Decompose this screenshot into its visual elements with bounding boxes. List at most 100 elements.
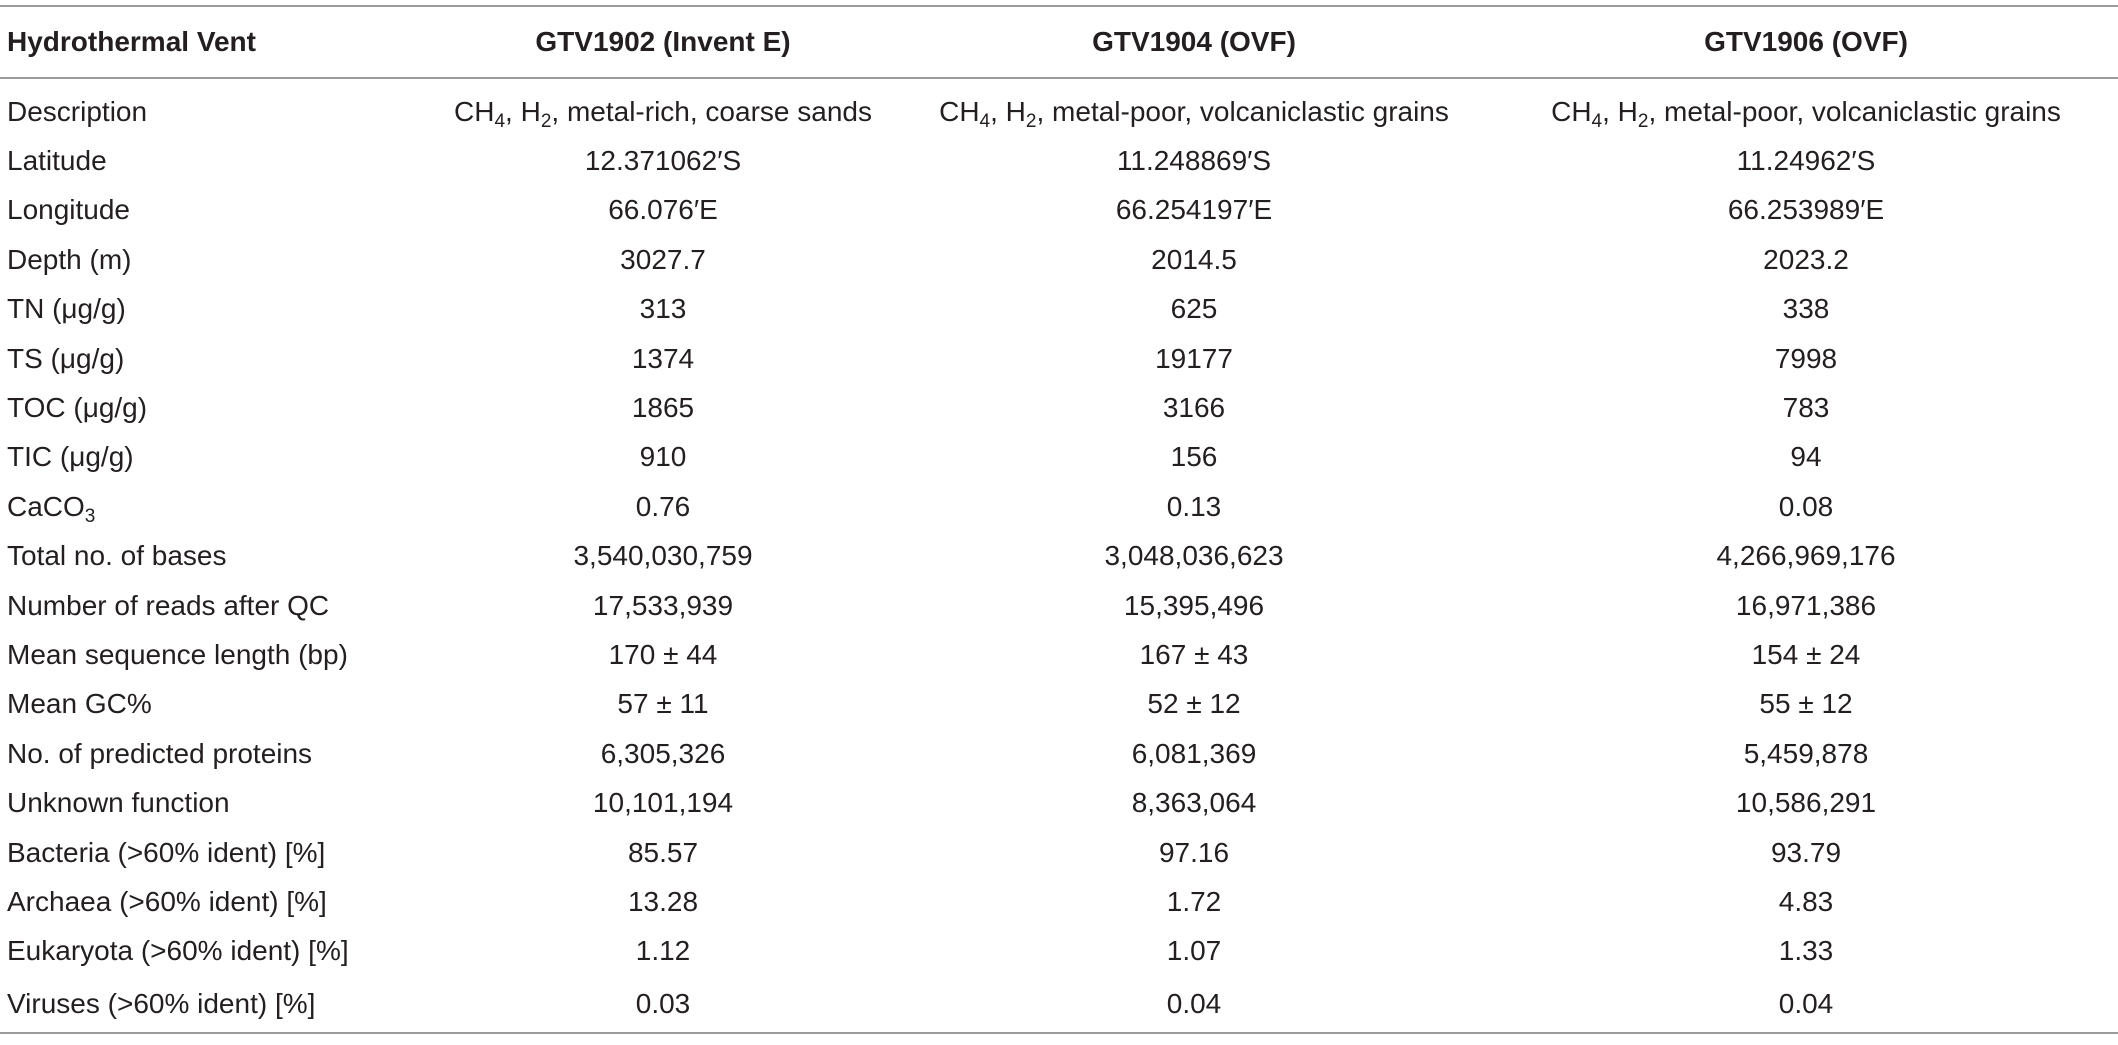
row-label: No. of predicted proteins bbox=[7, 737, 313, 769]
gas-sub: 4 bbox=[494, 110, 506, 132]
table-cell: 170 ± 44 bbox=[608, 638, 718, 670]
description-text: , metal-rich, coarse sands bbox=[551, 95, 872, 127]
gas-sub: 4 bbox=[1591, 110, 1603, 132]
table-cell: 167 ± 43 bbox=[1139, 638, 1249, 670]
table-cell: 625 bbox=[1170, 293, 1218, 325]
table-cell: 0.04 bbox=[1494, 976, 2118, 1035]
row-label: Eukaryota (>60% ident) [%] bbox=[7, 935, 349, 967]
table-cell: 783 bbox=[1782, 392, 1830, 424]
table-cell: 154 ± 24 bbox=[1751, 638, 1861, 670]
table-cell: 7998 bbox=[1774, 342, 1838, 374]
table-row: Total no. of bases 3,540,030,759 3,048,0… bbox=[0, 532, 2118, 581]
row-label: Mean GC% bbox=[7, 688, 152, 720]
header-cell: GTV1904 (OVF) bbox=[894, 5, 1494, 79]
gas-h: , H bbox=[1602, 95, 1638, 127]
table-cell: 97.16 bbox=[1158, 836, 1230, 868]
table-cell: 11.248869′S bbox=[1116, 145, 1272, 177]
table-cell: 66.076′E bbox=[608, 194, 718, 226]
table-row: Depth (m) 3027.7 2014.5 2023.2 bbox=[0, 235, 2118, 284]
table-cell: 3,540,030,759 bbox=[573, 540, 753, 572]
header-cell: GTV1902 (Invent E) bbox=[432, 5, 894, 79]
table-cell: 6,305,326 bbox=[600, 737, 726, 769]
table-cell: 3,048,036,623 bbox=[1104, 540, 1284, 572]
row-label: TOC (μg/g) bbox=[7, 392, 148, 424]
table-body: Description CH4, H2, metal-rich, coarse … bbox=[0, 78, 2118, 1035]
table-cell: 52 ± 12 bbox=[1147, 688, 1241, 720]
table-cell: 93.79 bbox=[1770, 836, 1842, 868]
data-table-container: Hydrothermal Vent GTV1902 (Invent E) GTV… bbox=[0, 5, 2118, 1035]
description-text: , metal-poor, volcaniclastic grains bbox=[1036, 95, 1449, 127]
table-row: Mean sequence length (bp) 170 ± 44 167 ±… bbox=[0, 630, 2118, 679]
row-label: TN (μg/g) bbox=[7, 293, 126, 325]
table-cell: 0.08 bbox=[1778, 490, 1834, 522]
row-label: Depth (m) bbox=[7, 243, 132, 275]
table-row-description: Description CH4, H2, metal-rich, coarse … bbox=[0, 78, 2118, 136]
table-row-caco3: CaCO3 0.76 0.13 0.08 bbox=[0, 482, 2118, 531]
table-cell: 1374 bbox=[631, 342, 695, 374]
row-label: Latitude bbox=[7, 145, 107, 177]
table-cell: 12.371062′S bbox=[584, 145, 742, 177]
table-cell: 66.254197′E bbox=[1115, 194, 1273, 226]
row-label: Bacteria (>60% ident) [%] bbox=[7, 836, 326, 868]
description-text: , metal-poor, volcaniclastic grains bbox=[1648, 95, 2061, 127]
gas-sub: 2 bbox=[540, 110, 552, 132]
table-cell: 1865 bbox=[631, 392, 695, 424]
table-row: Mean GC% 57 ± 11 52 ± 12 55 ± 12 bbox=[0, 680, 2118, 729]
table-cell: 66.253989′E bbox=[1727, 194, 1885, 226]
table-row: TIC (μg/g) 910 156 94 bbox=[0, 433, 2118, 482]
table-row: TN (μg/g) 313 625 338 bbox=[0, 285, 2118, 334]
table-cell: 338 bbox=[1782, 293, 1830, 325]
table-cell: 16,971,386 bbox=[1735, 589, 1877, 621]
description-cell: CH4, H2, metal-rich, coarse sands bbox=[432, 78, 894, 136]
table-cell: 57 ± 11 bbox=[617, 688, 709, 720]
table-cell: 19177 bbox=[1155, 342, 1233, 374]
caco3-main: CaCO bbox=[7, 490, 85, 522]
header-cell: Hydrothermal Vent bbox=[0, 5, 432, 79]
table-cell: 313 bbox=[639, 293, 687, 325]
table-cell: 1.33 bbox=[1778, 935, 1834, 967]
row-label: Mean sequence length (bp) bbox=[7, 638, 348, 670]
table-row: No. of predicted proteins 6,305,326 6,08… bbox=[0, 729, 2118, 778]
description-cell: CH4, H2, metal-poor, volcaniclastic grai… bbox=[894, 78, 1494, 136]
table-cell: 11.24962′S bbox=[1736, 145, 1876, 177]
gas-sub: 2 bbox=[1637, 110, 1649, 132]
header-cell: GTV1906 (OVF) bbox=[1494, 5, 2118, 79]
table-cell: 85.57 bbox=[627, 836, 699, 868]
table-cell: 17,533,939 bbox=[592, 589, 734, 621]
gas-ch: CH bbox=[939, 95, 980, 127]
row-label: TIC (μg/g) bbox=[7, 441, 134, 473]
table-row: Viruses (>60% ident) [%] 0.03 0.04 0.04 bbox=[0, 976, 2118, 1035]
row-label: Description bbox=[7, 95, 148, 127]
table-row: Number of reads after QC 17,533,939 15,3… bbox=[0, 581, 2118, 630]
row-label: Total no. of bases bbox=[7, 540, 227, 572]
table-cell: 13.28 bbox=[627, 885, 699, 917]
row-label: Unknown function bbox=[7, 787, 230, 819]
row-label: Longitude bbox=[7, 194, 131, 226]
table-row: Eukaryota (>60% ident) [%] 1.12 1.07 1.3… bbox=[0, 927, 2118, 976]
table-header: Hydrothermal Vent GTV1902 (Invent E) GTV… bbox=[0, 5, 2118, 79]
gas-ch: CH bbox=[454, 95, 495, 127]
row-label: Number of reads after QC bbox=[7, 589, 330, 621]
table-cell: 5,459,878 bbox=[1743, 737, 1869, 769]
table-cell: 4,266,969,176 bbox=[1716, 540, 1896, 572]
row-label: Archaea (>60% ident) [%] bbox=[7, 885, 327, 917]
table-cell: 10,586,291 bbox=[1735, 787, 1877, 819]
gas-ch: CH bbox=[1551, 95, 1592, 127]
gas-h: , H bbox=[505, 95, 541, 127]
table-cell: 0.13 bbox=[1166, 490, 1222, 522]
table-cell: 0.03 bbox=[432, 976, 894, 1035]
table-cell: 6,081,369 bbox=[1131, 737, 1257, 769]
table-row: Longitude 66.076′E 66.254197′E 66.253989… bbox=[0, 186, 2118, 235]
table-cell: 1.07 bbox=[1166, 935, 1222, 967]
table-row: Bacteria (>60% ident) [%] 85.57 97.16 93… bbox=[0, 828, 2118, 877]
gas-sub: 4 bbox=[979, 110, 991, 132]
table-cell: 8,363,064 bbox=[1131, 787, 1257, 819]
table-cell: 2014.5 bbox=[1151, 243, 1237, 275]
table-cell: 156 bbox=[1170, 441, 1218, 473]
table-cell: 10,101,194 bbox=[592, 787, 734, 819]
table-cell: 3027.7 bbox=[620, 243, 706, 275]
table-cell: 0.76 bbox=[635, 490, 691, 522]
gas-h: , H bbox=[990, 95, 1026, 127]
hydrothermal-vent-table: Hydrothermal Vent GTV1902 (Invent E) GTV… bbox=[0, 5, 2118, 1035]
table-cell: 15,395,496 bbox=[1123, 589, 1265, 621]
